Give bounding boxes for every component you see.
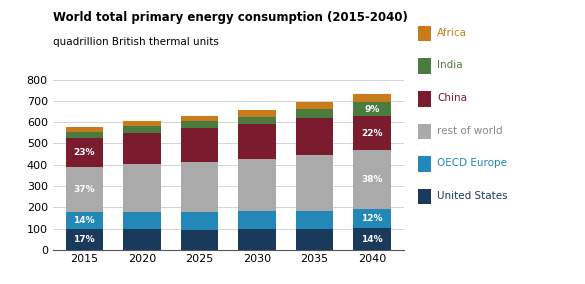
Text: China: China xyxy=(437,93,467,103)
Text: 14%: 14% xyxy=(361,235,383,244)
Bar xyxy=(238,229,276,250)
Text: rest of world: rest of world xyxy=(437,126,503,136)
Bar xyxy=(296,118,333,155)
Bar xyxy=(181,122,218,128)
Text: 17%: 17% xyxy=(74,235,95,244)
Bar xyxy=(181,116,218,122)
Bar xyxy=(181,162,218,212)
Bar xyxy=(123,212,160,229)
Bar xyxy=(296,102,333,109)
Text: United States: United States xyxy=(437,191,508,201)
Bar xyxy=(123,164,160,212)
Bar xyxy=(296,229,333,250)
Bar xyxy=(181,128,218,162)
Bar xyxy=(181,230,218,250)
Text: 12%: 12% xyxy=(362,214,383,223)
Bar xyxy=(66,132,103,139)
Bar xyxy=(66,229,103,250)
Text: India: India xyxy=(437,60,463,70)
Bar xyxy=(353,95,391,102)
Text: Africa: Africa xyxy=(437,28,467,38)
Bar xyxy=(296,109,333,118)
Bar xyxy=(353,151,391,210)
Bar xyxy=(181,212,218,230)
Bar xyxy=(123,229,160,250)
Bar xyxy=(353,210,391,228)
Bar xyxy=(353,228,391,250)
Text: World total primary energy consumption (2015-2040): World total primary energy consumption (… xyxy=(53,11,408,24)
Text: 9%: 9% xyxy=(364,105,380,114)
Bar xyxy=(123,133,160,164)
Text: OECD Europe: OECD Europe xyxy=(437,158,507,168)
Bar xyxy=(66,167,103,212)
Bar xyxy=(238,159,276,211)
Text: 22%: 22% xyxy=(362,129,383,138)
Bar xyxy=(353,116,391,151)
Bar xyxy=(66,212,103,229)
Text: quadrillion British thermal units: quadrillion British thermal units xyxy=(53,37,219,47)
Bar xyxy=(353,102,391,116)
Bar xyxy=(66,128,103,132)
Bar xyxy=(123,121,160,126)
Bar xyxy=(238,124,276,159)
Bar xyxy=(123,126,160,133)
Bar xyxy=(238,110,276,117)
Text: 23%: 23% xyxy=(74,148,95,157)
Text: 37%: 37% xyxy=(74,185,95,194)
Bar xyxy=(238,117,276,124)
Bar xyxy=(296,155,333,211)
Text: 14%: 14% xyxy=(74,216,95,225)
Bar xyxy=(296,211,333,229)
Bar xyxy=(238,211,276,229)
Bar xyxy=(66,139,103,167)
Text: 38%: 38% xyxy=(362,176,383,184)
